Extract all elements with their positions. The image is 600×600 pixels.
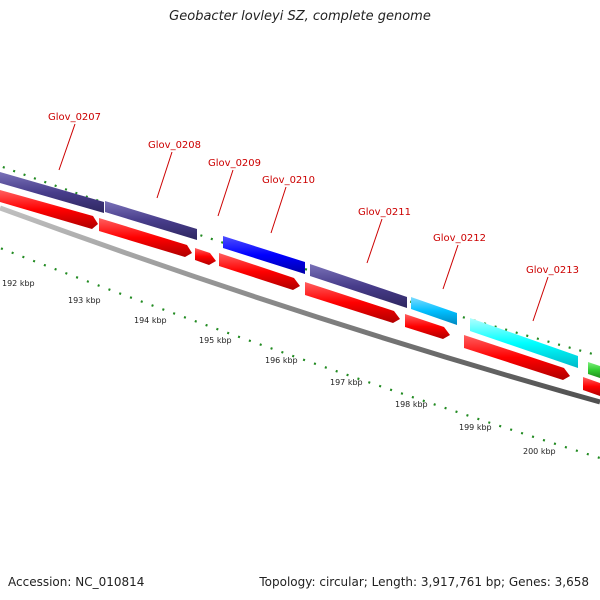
feature-blocks <box>0 172 600 378</box>
cds-arrow <box>305 282 400 323</box>
scale-labels: 192 kbp 193 kbp 194 kbp 195 kbp 196 kbp … <box>2 279 556 456</box>
callout-line <box>270 186 287 234</box>
cds-arrow <box>583 377 600 396</box>
feature-block <box>0 172 104 213</box>
feature-block <box>588 362 600 378</box>
gene-labels: Glov_0207 Glov_0208 Glov_0209 Glov_0210 … <box>48 112 579 276</box>
cds-arrow <box>195 248 216 265</box>
feature-block <box>223 236 305 274</box>
gene-label: Glov_0211 <box>358 207 411 218</box>
gene-label: Glov_0213 <box>526 265 579 276</box>
kbp-label: 195 kbp <box>199 336 232 345</box>
gene-label: Glov_0208 <box>148 140 201 151</box>
kbp-label: 192 kbp <box>2 279 35 288</box>
kbp-label: 196 kbp <box>265 356 298 365</box>
cds-arrow <box>0 190 98 229</box>
callout-line <box>532 276 549 322</box>
feature-block <box>310 264 407 308</box>
cds-arrow <box>99 218 192 257</box>
callout-line <box>442 244 459 290</box>
backbone <box>0 205 600 405</box>
gene-label: Glov_0209 <box>208 158 261 169</box>
cds-arrow <box>464 335 570 380</box>
gene-label: Glov_0207 <box>48 112 101 123</box>
gene-label: Glov_0210 <box>262 175 315 186</box>
cds-arrow <box>219 253 300 290</box>
callout-line <box>217 169 234 217</box>
map-title: Geobacter lovleyi SZ, complete genome <box>169 9 431 24</box>
kbp-label: 197 kbp <box>330 378 363 387</box>
kbp-label: 198 kbp <box>395 400 428 409</box>
topology-label: Topology: circular; Length: 3,917,761 bp… <box>259 575 589 589</box>
accession-label: Accession: NC_010814 <box>8 575 145 589</box>
callout-line <box>366 218 383 264</box>
kbp-label: 200 kbp <box>523 447 556 456</box>
gene-callouts <box>58 123 549 322</box>
callout-line <box>58 123 76 171</box>
kbp-label: 193 kbp <box>68 296 101 305</box>
gene-label: Glov_0212 <box>433 233 486 244</box>
feature-block <box>411 297 457 325</box>
cds-arrow <box>405 314 450 339</box>
kbp-label: 199 kbp <box>459 423 492 432</box>
callout-line <box>156 151 173 199</box>
cds-arrows <box>0 190 600 396</box>
feature-block <box>105 201 197 240</box>
kbp-label: 194 kbp <box>134 316 167 325</box>
feature-block <box>470 318 578 368</box>
